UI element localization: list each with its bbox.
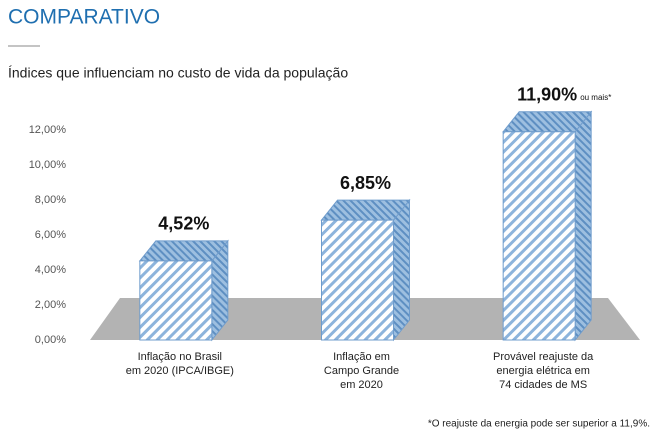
bar-side [574, 110, 592, 342]
title: COMPARATIVO [8, 6, 160, 29]
y-tick-label: 10,00% [29, 159, 67, 171]
y-tick-label: 8,00% [35, 194, 66, 206]
y-tick-label: 6,00% [35, 229, 66, 241]
y-tick-label: 0,00% [35, 334, 66, 346]
bar-top [502, 111, 593, 133]
bar-side [393, 198, 410, 342]
x-tick-label: Provável reajuste da energia elétrica em… [493, 351, 594, 391]
y-tick-label: 2,00% [35, 299, 66, 311]
value-label: 6,85% [340, 173, 391, 193]
bar [321, 219, 394, 341]
y-tick-label: 4,00% [35, 264, 66, 276]
footnote: *O reajuste da energia pode ser superior… [428, 419, 650, 430]
annotation: ou mais* [580, 93, 611, 102]
value-label: 11,90% [517, 85, 577, 105]
subtitle: Índices que influenciam no custo de vida… [8, 65, 348, 81]
bar-top [320, 199, 411, 221]
y-tick-label: 12,00% [29, 124, 67, 136]
x-tick-label: Inflação no Brasil em 2020 (IPCA/IBGE) [125, 351, 234, 377]
value-label: 4,52% [158, 214, 209, 234]
bar-top [138, 240, 229, 262]
bar [139, 260, 213, 341]
x-tick-label: Inflação em Campo Grande em 2020 [323, 351, 400, 391]
bar [502, 131, 576, 341]
